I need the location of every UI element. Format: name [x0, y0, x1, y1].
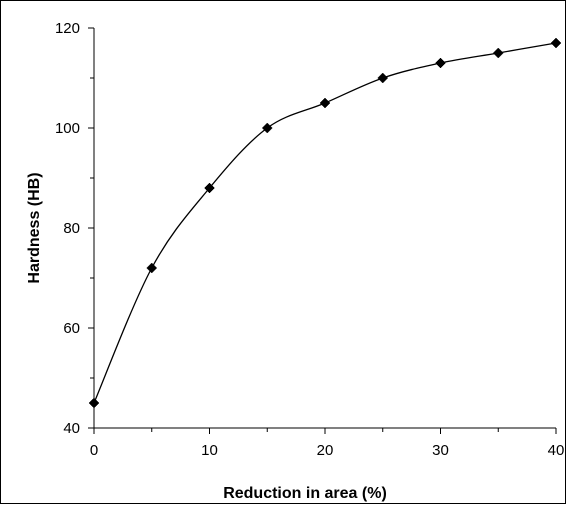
series-markers: [88, 37, 562, 409]
data-point-marker: [492, 47, 504, 59]
y-axis-title: Hardness (HB): [26, 172, 43, 283]
data-point-marker: [204, 182, 215, 194]
x-tick-label: 30: [432, 442, 449, 459]
data-point-marker: [146, 262, 158, 274]
data-point-marker: [261, 122, 273, 134]
x-tick-label: 20: [317, 442, 334, 459]
data-point-marker: [435, 57, 446, 69]
y-tick-label: 80: [63, 220, 80, 237]
data-point-marker: [319, 97, 331, 109]
y-tick-label: 100: [55, 120, 80, 137]
data-point-marker: [377, 72, 389, 84]
data-point-marker: [88, 397, 100, 409]
axes: [93, 28, 556, 429]
tick-labels: 40 60 80 100 120 0 10 20 30 40: [55, 20, 564, 459]
y-tick-label: 40: [63, 420, 80, 437]
y-tick-label: 120: [55, 20, 80, 37]
data-point-marker: [550, 37, 562, 49]
x-tick-label: 0: [90, 442, 98, 459]
y-tick-label: 60: [63, 320, 80, 337]
series-line: [93, 42, 557, 404]
x-axis-title: Reduction in area (%): [223, 485, 387, 502]
ticks: [88, 27, 557, 434]
series-curve: [93, 42, 557, 404]
x-tick-label: 40: [548, 442, 565, 459]
x-tick-label: 10: [201, 442, 218, 459]
